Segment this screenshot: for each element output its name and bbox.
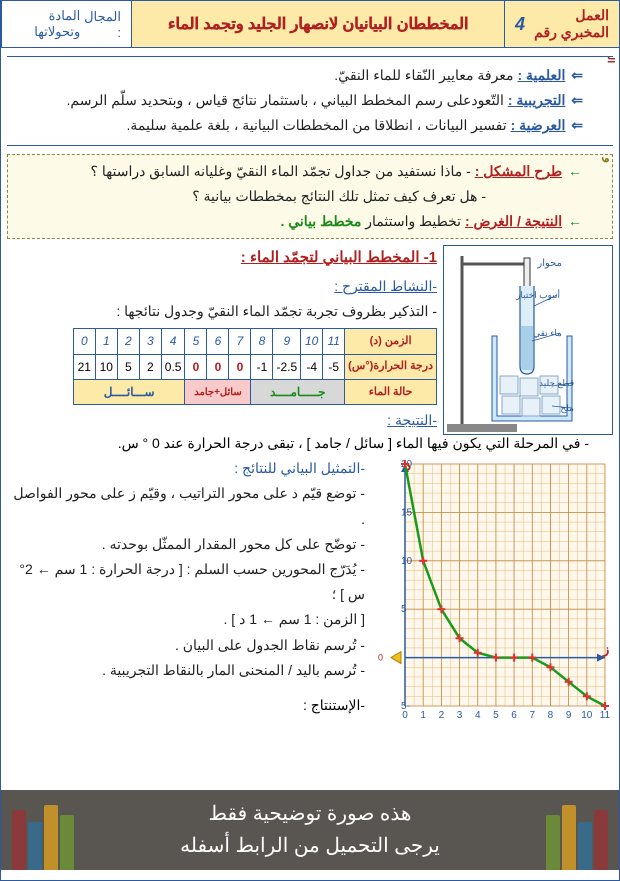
competences-tab: الكفاءات [595,57,615,145]
svg-text:1: 1 [420,710,426,721]
tab-decoration-icon: الكفاءات [595,57,615,145]
graph-instructions: -التمثيل البياني للنتائج : - توضع قيّم د… [7,456,365,726]
svg-text:8: 8 [548,710,554,721]
data-table: 01234567891011الزمن (د)2110520.5000-1-2.… [73,328,437,405]
watermark-overlay: هذه صورة توضيحية فقط يرجى التحميل من الر… [1,790,619,870]
domain-label: المجال : [84,9,121,40]
section-1-text: 1- المخطط البياني لتجمّد الماء : -النشاط… [7,245,437,435]
svg-text:وضعية: وضعية [601,157,610,163]
books-decoration-icon [545,790,609,870]
svg-text:3: 3 [457,710,463,721]
svg-text:محوار: محوار [536,258,562,269]
activity-label: -النشاط المقترح : [7,275,437,299]
section-1-row: 1- المخطط البياني لتجمّد الماء : -النشاط… [7,245,613,435]
section-1-row2: -التمثيل البياني للنتائج : - توضع قيّم د… [7,456,613,726]
competences-list: ⇐ العلمية : معرفة معايير النّقاء للماء ا… [11,63,583,139]
result-text-full: - في المرحلة التي يكون فيها الماء [ سائل… [7,435,589,452]
problem-tab: وضعية [592,157,610,237]
graph-step: - تُرسم باليد / المنحنى المار بالنقاط ال… [7,658,365,683]
svg-text:0: 0 [378,653,383,663]
svg-text:2: 2 [439,710,445,721]
result-label: -النتيجة : [7,409,437,433]
freezing-chart: 001234567891011-55101520دز [373,456,613,726]
page-title: المخططان البيانيان لانصهار الجليد وتجمد … [131,1,504,47]
svg-text:15: 15 [401,508,413,519]
apparatus-svg: محوار أنبوب اختبار ماء نقي قطع جليد ملح [442,246,612,436]
problem-line: ← طرح المشكل : - ماذا نستفيد من جداول تج… [14,159,582,184]
overlay-line2: يرجى التحميل من الرابط أسفله [1,830,619,862]
page-header: المجال : المادة وتحولاتها المخططان البيا… [1,1,619,48]
lab-number: العمل المخبري رقم 4 [504,1,619,47]
problem-text: - ماذا نستفيد من جداول تجمّد الماء النقي… [91,163,471,179]
tab-decoration-icon: وضعية [592,157,610,247]
problem-line: - هل تعرف كيف تمثل تلك النتائج بمخططات ب… [14,184,582,209]
svg-text:أنبوب اختبار: أنبوب اختبار [515,288,560,301]
svg-text:11: 11 [600,710,611,721]
chart-svg: 001234567891011-55101520دز [373,456,613,726]
graph-step: - توضع قيّم د على محور التراتيب ، وقيّم … [7,481,365,531]
svg-text:5: 5 [401,604,407,615]
apparatus-figure: محوار أنبوب اختبار ماء نقي قطع جليد ملح [443,245,613,435]
svg-text:9: 9 [566,710,572,721]
activity-text: - التذكير بظروف تجربة تجمّد الماء النقيّ… [7,300,437,324]
result-text: تخطيط واستثمار [365,213,461,229]
competence-item: ⇐ العرضية : تفسير البيانات ، انطلاقا من … [11,113,583,138]
problem-line: ← النتيجة / الغرض : تخطيط واستثمار مخطط … [14,209,582,234]
graph-step: - توضّح على كل محور المقدار الممثّل بوحد… [7,532,365,557]
graph-label: -التمثيل البياني للنتائج : [7,456,365,481]
graph-step: [ الزمن : 1 سم ← 1 د ] . [7,607,365,632]
lab-label: العمل المخبري رقم [529,7,609,41]
competence-item: ⇐ العلمية : معرفة معايير النّقاء للماء ا… [11,63,583,88]
problem-content: ← طرح المشكل : - ماذا نستفيد من جداول تج… [14,159,582,235]
lab-num: 4 [515,14,525,35]
competences-box: الكفاءات ⇐ العلمية : معرفة معايير النّقا… [7,56,613,146]
domain-cell: المجال : المادة وتحولاتها [1,1,131,47]
svg-text:10: 10 [581,710,593,721]
graph-step: - تُرسم نقاط الجدول على البيان . [7,633,365,658]
result-label: النتيجة / الغرض : [465,213,562,229]
svg-text:6: 6 [511,710,517,721]
svg-text:4: 4 [475,710,481,721]
problem-text: - هل تعرف كيف تمثل تلك النتائج بمخططات ب… [192,188,486,204]
result-green: مخطط بياني . [280,213,361,229]
svg-text:الكفاءات: الكفاءات [605,57,615,63]
overlay-line1: هذه صورة توضيحية فقط [1,798,619,830]
books-decoration-icon [11,790,75,870]
svg-text:5: 5 [493,710,499,721]
svg-text:7: 7 [529,710,535,721]
svg-text:ملح: ملح [560,403,574,414]
section-title: 1- المخطط البياني لتجمّد الماء : [7,245,437,271]
competence-item: ⇐ التجريبية : التّعودعلى رسم المخطط البي… [11,88,583,113]
conclusion-label: -الإستنتاج : [7,693,365,718]
problem-box: وضعية ← طرح المشكل : - ماذا نستفيد من جد… [7,154,613,240]
problem-label: طرح المشكل : [475,163,562,179]
svg-text:10: 10 [401,556,413,567]
svg-text:ز: ز [602,642,609,658]
domain-value: المادة وتحولاتها [12,8,80,40]
svg-text:-5: -5 [401,701,410,712]
graph-step: - يُدَرّج المحورين حسب السلم : [ درجة ال… [7,557,365,607]
